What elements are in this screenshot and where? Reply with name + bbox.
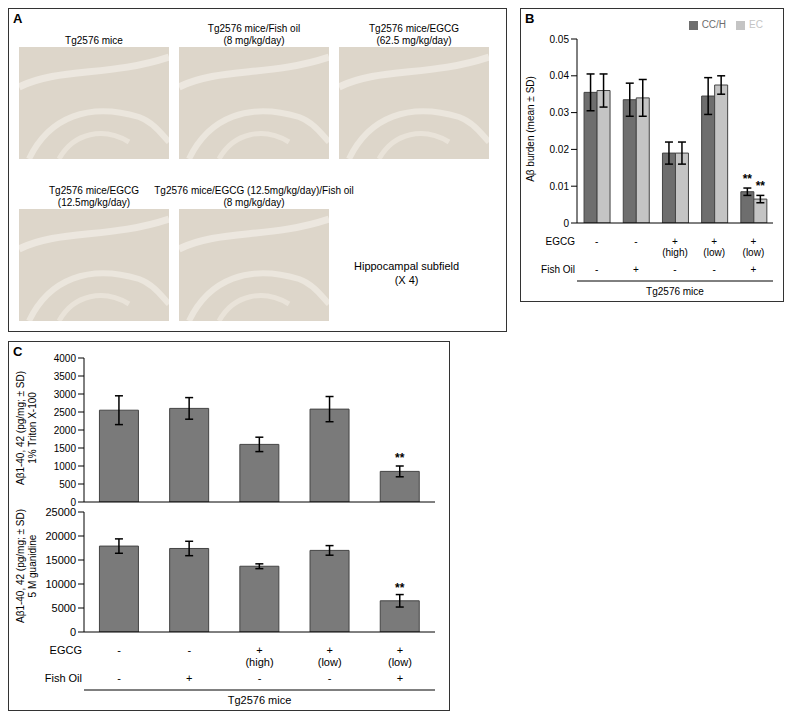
svg-text:10000: 10000 [45,578,76,590]
svg-text:(low): (low) [743,247,765,258]
html-text:B: B [525,11,535,26]
svg-text:-: - [187,644,191,656]
svg-text:+: + [750,236,756,247]
svg-text:+: + [256,644,262,656]
svg-text:500: 500 [59,479,76,490]
svg-text:**: ** [395,581,405,595]
svg-text:3000: 3000 [54,389,77,400]
svg-text:5000: 5000 [52,602,76,614]
svg-text:-: - [117,672,121,684]
svg-text:0.05: 0.05 [550,34,570,45]
svg-text:-: - [713,264,716,275]
svg-text:(high): (high) [662,247,688,258]
svg-text:+: + [633,264,639,275]
svg-text:-: - [258,672,262,684]
html-text:(12.5mg/kg/day): (12.5mg/kg/day) [57,197,131,208]
svg-text:+: + [397,672,403,684]
svg-text:1000: 1000 [54,461,77,472]
svg-text:EGCG: EGCG [546,236,576,247]
svg-text:25000: 25000 [45,506,76,518]
html-text:Aβ1-40, 42 (pg/mg; ± SD): Aβ1-40, 42 (pg/mg; ± SD) [14,509,26,623]
svg-text:0: 0 [563,218,569,229]
svg-text:-: - [673,264,676,275]
svg-text:+: + [397,644,403,656]
html-text:A: A [13,11,23,26]
html-text:1% Triton X-100: 1% Triton X-100 [26,392,37,464]
svg-text:0.03: 0.03 [550,107,570,118]
svg-text:0: 0 [70,626,76,638]
svg-text:EGCG: EGCG [50,644,82,656]
html-text:Aβ burden (mean ± SD): Aβ burden (mean ± SD) [525,76,537,182]
html-text:CC/H: CC/H [701,19,727,30]
svg-text:-: - [595,236,598,247]
svg-text:0: 0 [70,496,76,508]
html-text:(62.5 mg/kg/day): (62.5 mg/kg/day) [376,35,452,46]
svg-text:-: - [117,644,121,656]
svg-text:1500: 1500 [54,443,77,454]
html-text:Tg2576 mice/EGCG (12.5mg/kg/da: Tg2576 mice/EGCG (12.5mg/kg/day)/Fish oi… [154,185,354,196]
svg-text:2500: 2500 [54,407,77,418]
svg-text:2000: 2000 [54,425,77,436]
svg-text:-: - [595,264,598,275]
html-text:EC: EC [749,19,763,30]
svg-text:(low): (low) [703,247,725,258]
html-text:(X 4): (X 4) [394,274,419,287]
html-text:(8 mg/kg/day): (8 mg/kg/day) [223,35,285,46]
svg-text:**: ** [395,451,405,465]
html-text:5 M guanidine: 5 M guanidine [26,534,37,598]
svg-text:**: ** [756,179,766,193]
svg-text:Tg2576 mice: Tg2576 mice [228,694,292,706]
svg-text:+: + [750,264,756,275]
html-text:Tg2576 mice: Tg2576 mice [65,35,123,46]
svg-text:+: + [326,644,332,656]
svg-text:**: ** [743,172,753,186]
svg-text:+: + [711,236,717,247]
svg-text:Fish Oil: Fish Oil [45,672,82,684]
svg-text:0.01: 0.01 [550,181,570,192]
html-text:Tg2576 mice/EGCG: Tg2576 mice/EGCG [369,23,459,34]
svg-text:+: + [186,672,192,684]
svg-text:-: - [328,672,332,684]
html-text:Aβ1-40, 42 (pg/mg; ± SD): Aβ1-40, 42 (pg/mg; ± SD) [14,371,26,485]
svg-text:+: + [672,236,678,247]
html-text:Tg2576 mice/Fish oil: Tg2576 mice/Fish oil [207,23,301,34]
html-text:Hippocampal subfield: Hippocampal subfield [354,260,460,272]
svg-text:15000: 15000 [45,554,76,566]
svg-text:(low): (low) [388,656,412,668]
svg-text:4000: 4000 [54,353,77,364]
html-text:(8 mg/kg/day): (8 mg/kg/day) [223,197,285,208]
svg-text:(low): (low) [318,656,342,668]
html-text:C: C [13,344,23,359]
svg-text:0.02: 0.02 [550,144,570,155]
svg-text:Tg2576 mice: Tg2576 mice [646,286,704,297]
svg-text:Fish Oil: Fish Oil [541,264,575,275]
svg-text:(high): (high) [245,656,273,668]
html-text:Tg2576 mice/EGCG: Tg2576 mice/EGCG [49,185,139,196]
svg-text:3500: 3500 [54,371,77,382]
svg-text:-: - [634,236,637,247]
svg-text:20000: 20000 [45,530,76,542]
svg-text:0.04: 0.04 [550,70,570,81]
